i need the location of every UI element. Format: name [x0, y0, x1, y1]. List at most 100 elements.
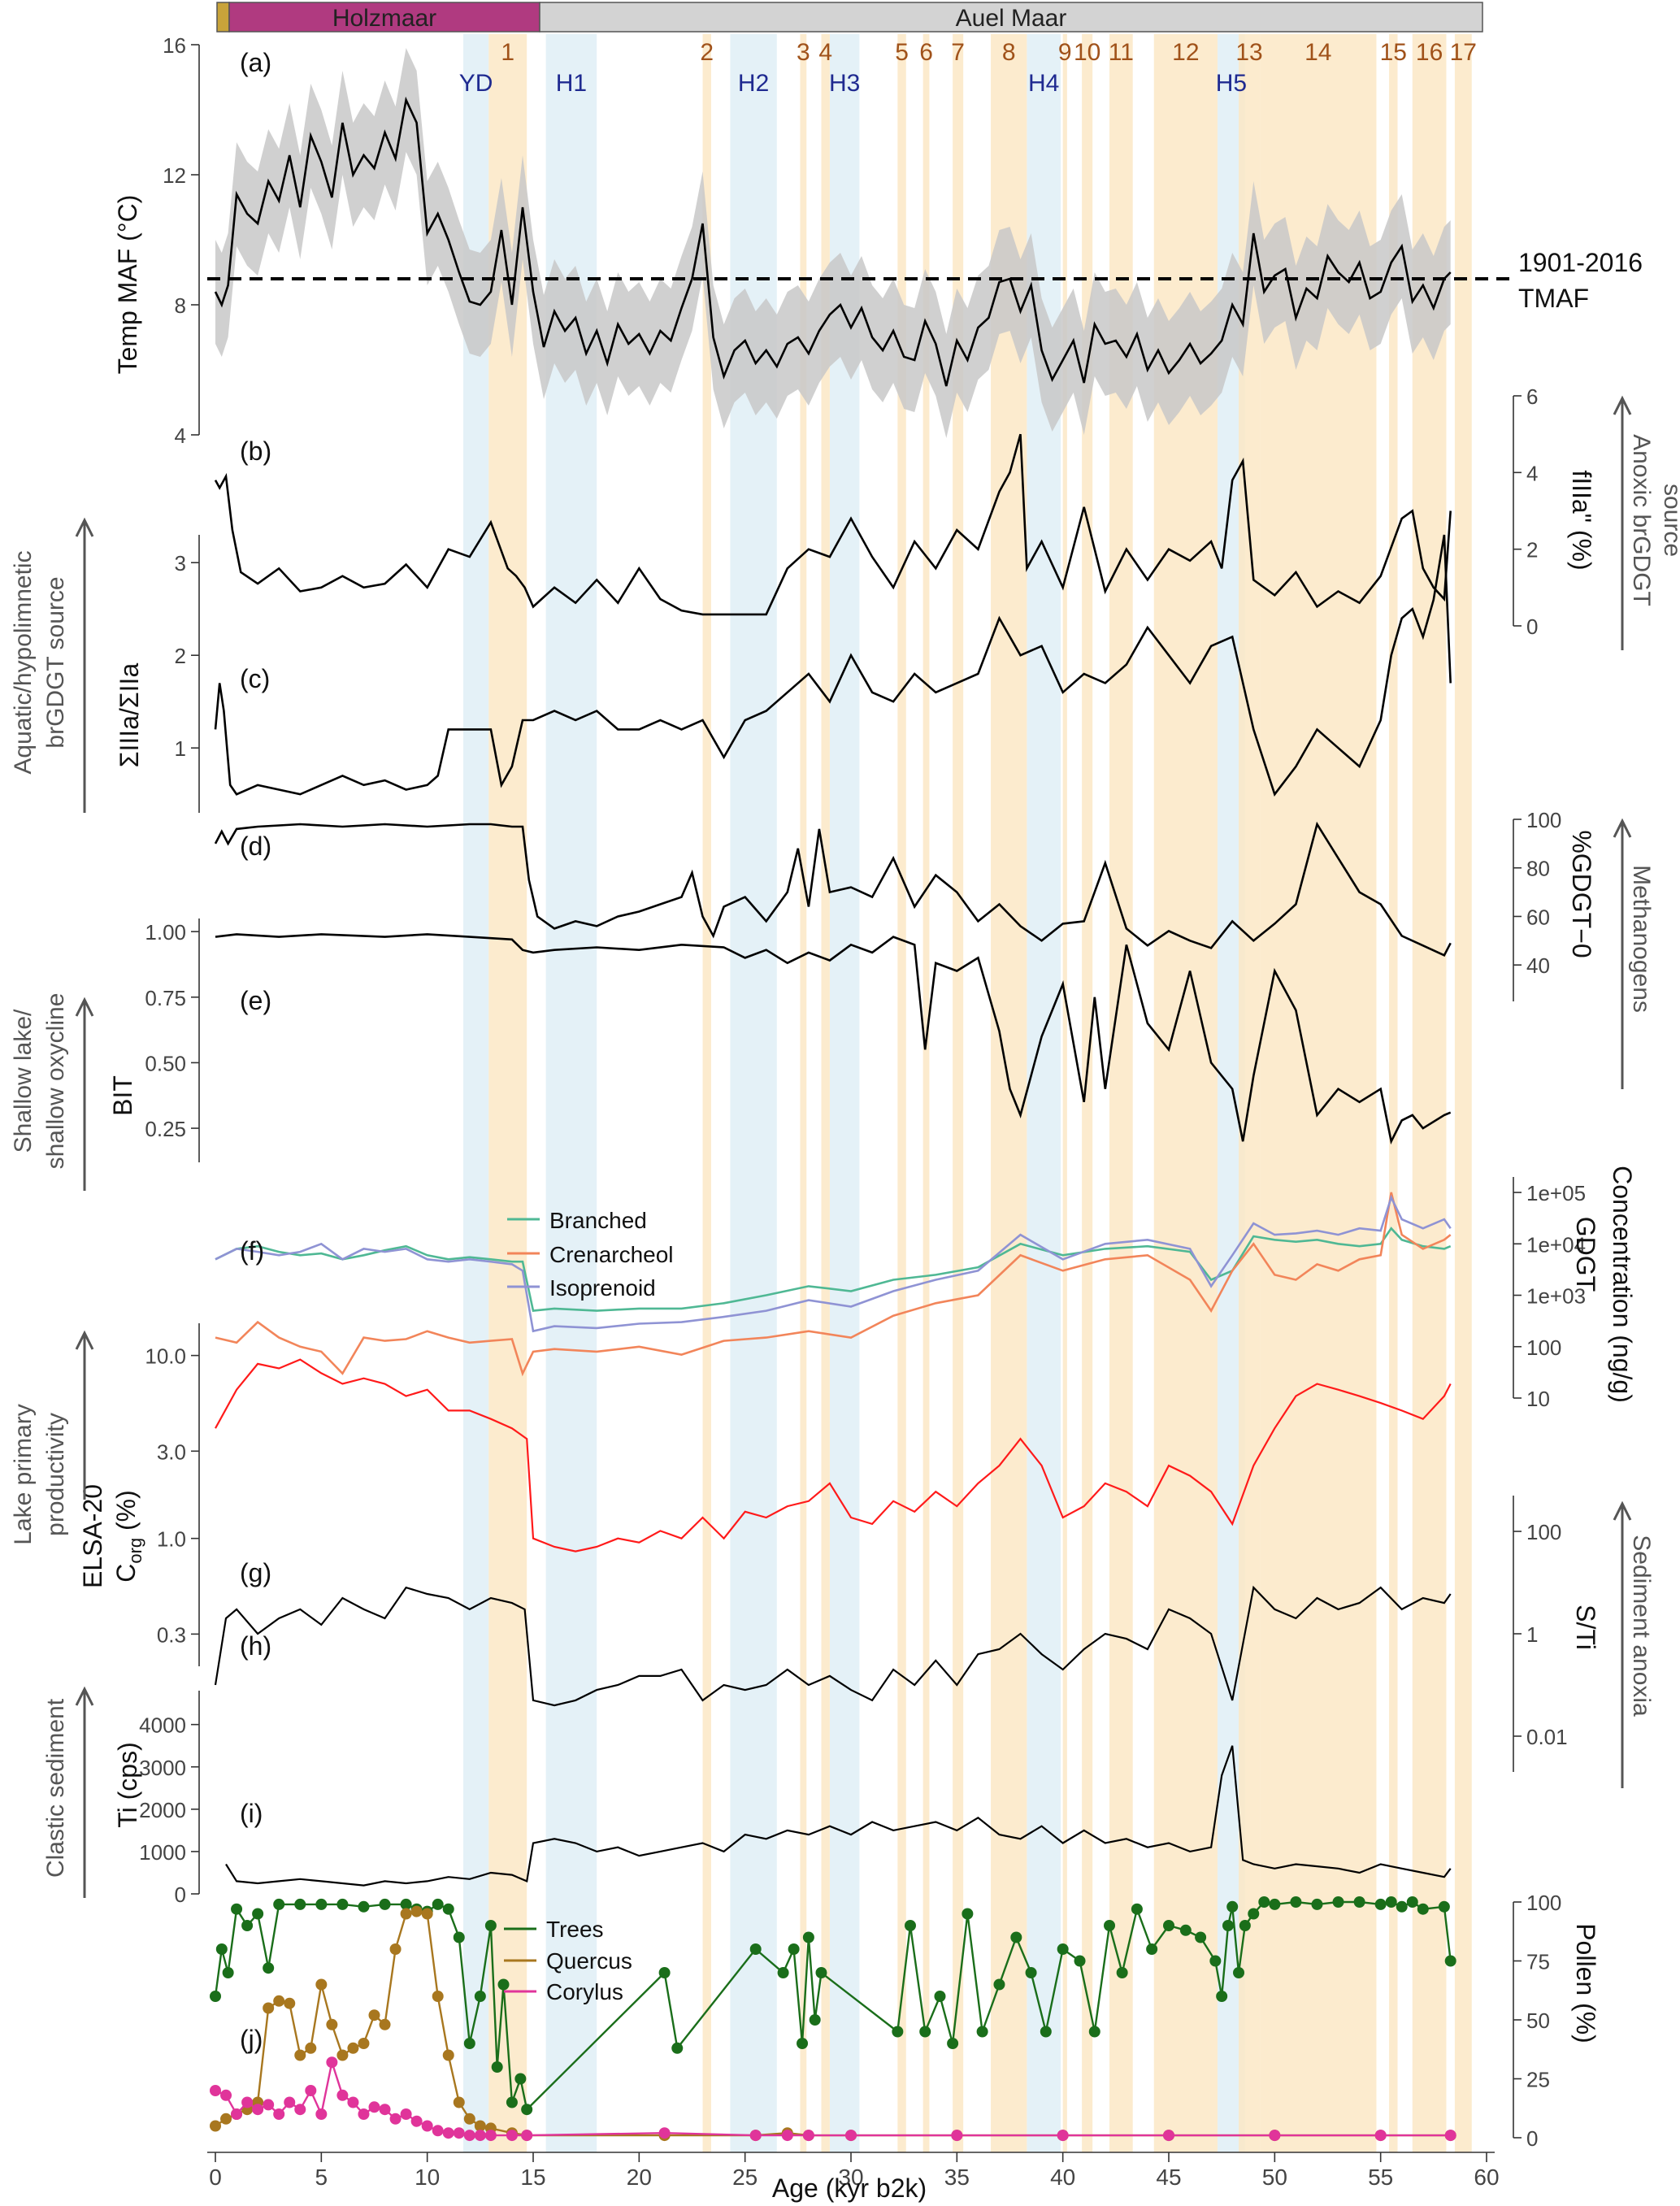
arrow-bc [75, 517, 94, 813]
panel-i-ytick-label-3: 3000 [139, 1756, 186, 1780]
event-label-3: 3 [797, 39, 810, 66]
x-tick-label-11: 55 [1368, 2165, 1393, 2190]
x-axis-label: Age (kyr b2k) [772, 2173, 927, 2203]
panel-j-point-trees-23 [497, 1978, 510, 1991]
panels: 48121602461234060801000.250.500.751.0010… [139, 33, 1586, 2151]
panel-j-point-corylus-29 [658, 2127, 671, 2139]
legend-corylus: Corylus [546, 1979, 623, 2004]
panel-j-point-trees-43 [993, 1978, 1005, 1991]
warm-band-2 [702, 34, 711, 2152]
panel-i-ylabel: Ti (cps) [113, 1742, 142, 1827]
panel-g-tag: (g) [240, 1558, 271, 1587]
panel-j-ytick-label-1: 25 [1526, 2068, 1550, 2092]
panel-j-point-trees-60 [1226, 1900, 1239, 1913]
panel-j-point-trees-1 [215, 1943, 228, 1955]
x-tick-label-6: 30 [838, 2165, 863, 2190]
panel-j-point-trees-63 [1248, 1908, 1260, 1920]
panel-j-point-corylus-31 [781, 2130, 793, 2142]
panel-j-point-trees-19 [463, 2038, 475, 2049]
event-label-h2: H2 [738, 70, 769, 97]
panel-j-point-corylus-35 [1057, 2130, 1069, 2142]
panel-j-point-trees-11 [358, 1900, 370, 1913]
event-label-h1: H1 [556, 70, 587, 97]
holzmaar-label: Holzmaar [332, 5, 436, 32]
panel-a-series [214, 96, 1452, 387]
panel-j-point-trees-49 [1088, 2026, 1100, 2038]
panel-j-point-trees-39 [934, 1991, 946, 2002]
panel-j-point-corylus-21 [432, 2125, 444, 2137]
panel-f-ylabel-1: GDGT [1571, 1217, 1600, 1292]
panel-j-point-corylus-36 [1163, 2130, 1174, 2142]
x-axis: 0 5 10 15 20 25 30 35 40 45 50 55 60 [207, 2152, 1500, 2190]
panel-h: 0.01 1 100 [214, 1496, 1568, 1772]
panel-j-point-corylus-20 [421, 2120, 433, 2132]
panel-e-side-2: shallow oxycline [42, 993, 69, 1170]
panel-d-ytick-label-0: 40 [1526, 953, 1550, 978]
legend-crenarcheol: Crenarcheol [549, 1242, 674, 1267]
warm-band-1 [488, 34, 527, 2152]
panel-c-tag: (c) [240, 664, 270, 693]
panel-j-point-corylus-9 [305, 2085, 317, 2096]
panel-j-point-corylus-33 [845, 2130, 857, 2142]
panel-j-point-trees-33 [802, 1931, 814, 1943]
panel-j-point-trees-73 [1406, 1896, 1418, 1908]
panel-b-tag: (b) [240, 436, 271, 466]
panel-j-point-corylus-24 [463, 2130, 475, 2142]
panel-j-point-corylus-27 [506, 2130, 518, 2142]
panel-e-tag: (e) [240, 986, 271, 1015]
panel-j-point-quercus-25 [474, 2120, 486, 2132]
panel-j-point-quercus-15 [368, 2009, 380, 2021]
panel-j-point-trees-48 [1074, 1955, 1086, 1967]
panel-e-ytick-label-3: 1.00 [145, 920, 186, 944]
panel-j-point-trees-57 [1209, 1955, 1222, 1967]
panel-j-ytick-label-3: 75 [1526, 1950, 1550, 1974]
panel-g-ylabel-c: C [111, 1564, 141, 1583]
x-tick-label-3: 15 [520, 2165, 545, 2190]
panel-j-point-corylus-12 [336, 2089, 349, 2101]
panel-j-point-trees-2 [222, 1967, 234, 1978]
panel-b-ytick-label-0: 0 [1526, 614, 1538, 639]
panel-j-point-quercus-21 [432, 1991, 444, 2002]
panel-a-ylabel: Temp MAF (°C) [113, 195, 142, 375]
warm-band-4 [821, 34, 830, 2152]
panel-b-ylabel: fIIIa" (%) [1567, 470, 1596, 570]
event-label-4: 4 [818, 39, 832, 66]
event-label-14: 14 [1304, 39, 1331, 66]
panel-g-ytick-label-1: 1.0 [157, 1527, 186, 1552]
panel-d-ytick-label-3: 100 [1526, 808, 1561, 832]
event-label-15: 15 [1380, 39, 1407, 66]
panel-j-point-trees-45 [1025, 1967, 1037, 1978]
panel-j-point-trees-26 [521, 2104, 533, 2116]
panel-f-legend: Branched Crenarcheol Isoprenoid [507, 1208, 674, 1301]
panel-j-point-trees-42 [976, 2026, 988, 2038]
panel-j-point-quercus-17 [389, 1943, 402, 1955]
panel-j-legend: Trees Quercus Corylus [504, 1917, 632, 2004]
panel-i-ytick-label-2: 2000 [139, 1798, 186, 1822]
panel-g-side-2: productivity [42, 1413, 69, 1536]
panel-j-point-quercus-14 [358, 2038, 370, 2049]
cold-band-yd [462, 34, 489, 2152]
panel-j-ytick-label-4: 100 [1526, 1891, 1561, 1915]
panel-j: 0 25 50 75 100 [210, 1891, 1561, 2151]
panel-j-point-trees-4 [241, 1920, 254, 1931]
event-label-yd: YD [459, 70, 493, 97]
panel-b-side-1: Anoxic brGDGT [1628, 434, 1655, 606]
panel-d-ytick-label-2: 80 [1526, 857, 1550, 881]
panel-j-point-corylus-13 [347, 2096, 359, 2108]
panel-j-point-trees-59 [1222, 1920, 1234, 1931]
panel-h-series [214, 1585, 1452, 1707]
side-arrows [75, 395, 1632, 1898]
panel-f-tag: (f) [240, 1236, 264, 1266]
panel-j-point-trees-22 [491, 2061, 503, 2073]
panel-j-point-corylus-10 [315, 2108, 328, 2120]
panel-j-point-corylus-39 [1444, 2130, 1456, 2142]
x-tick-label-12: 60 [1474, 2165, 1499, 2190]
panel-j-point-trees-68 [1332, 1896, 1344, 1908]
panel-a-ref-label-1: 1901-2016 [1518, 248, 1643, 277]
panel-j-point-corylus-11 [326, 2056, 338, 2069]
panel-c: 1 2 3 [175, 534, 1452, 813]
panel-j-point-trees-41 [962, 1908, 974, 1920]
panel-j-point-corylus-4 [252, 2104, 264, 2116]
panel-j-point-trees-62 [1239, 1920, 1251, 1931]
